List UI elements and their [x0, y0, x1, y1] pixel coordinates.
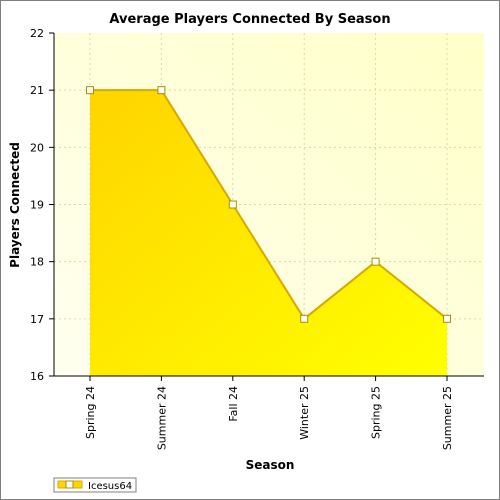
- data-point: [443, 314, 451, 323]
- x-axis-label: Season: [246, 458, 295, 472]
- chart-title: Average Players Connected By Season: [109, 12, 390, 27]
- series-line-icesus64: [90, 89, 448, 321]
- x-tick-label: Spring 24: [84, 386, 97, 439]
- x-tick-label: Summer 24: [155, 386, 168, 450]
- legend-marker: [65, 480, 74, 489]
- y-axis-label: Players Connected: [8, 142, 22, 268]
- x-tick-label: Spring 25: [370, 386, 383, 439]
- legend: Icesus64: [53, 477, 137, 493]
- y-tick-label: 16: [30, 370, 44, 383]
- x-tick-label: Winter 25: [298, 386, 311, 440]
- x-tick-label: Summer 25: [441, 386, 454, 450]
- data-point: [228, 200, 237, 209]
- x-tick-label: Fall 24: [227, 386, 240, 422]
- y-tick-label: 17: [30, 313, 44, 326]
- legend-label: Icesus64: [88, 481, 132, 492]
- series-area-icesus64: [90, 90, 447, 377]
- data-point: [86, 86, 94, 95]
- y-tick-label: 19: [30, 199, 44, 212]
- data-point: [371, 257, 380, 266]
- y-tick-label: 22: [30, 27, 44, 40]
- data-point: [300, 314, 309, 323]
- data-point: [157, 86, 166, 95]
- x-ticks: Spring 24 Summer 24 Fall 24 Winter 25 Spring…: [84, 376, 454, 450]
- y-tick-label: 18: [30, 256, 44, 269]
- series-markers: [86, 86, 451, 323]
- y-ticks: 16 17 18 19 20 21 22: [30, 27, 54, 383]
- y-tick-label: 20: [30, 141, 44, 154]
- y-tick-label: 21: [30, 84, 44, 97]
